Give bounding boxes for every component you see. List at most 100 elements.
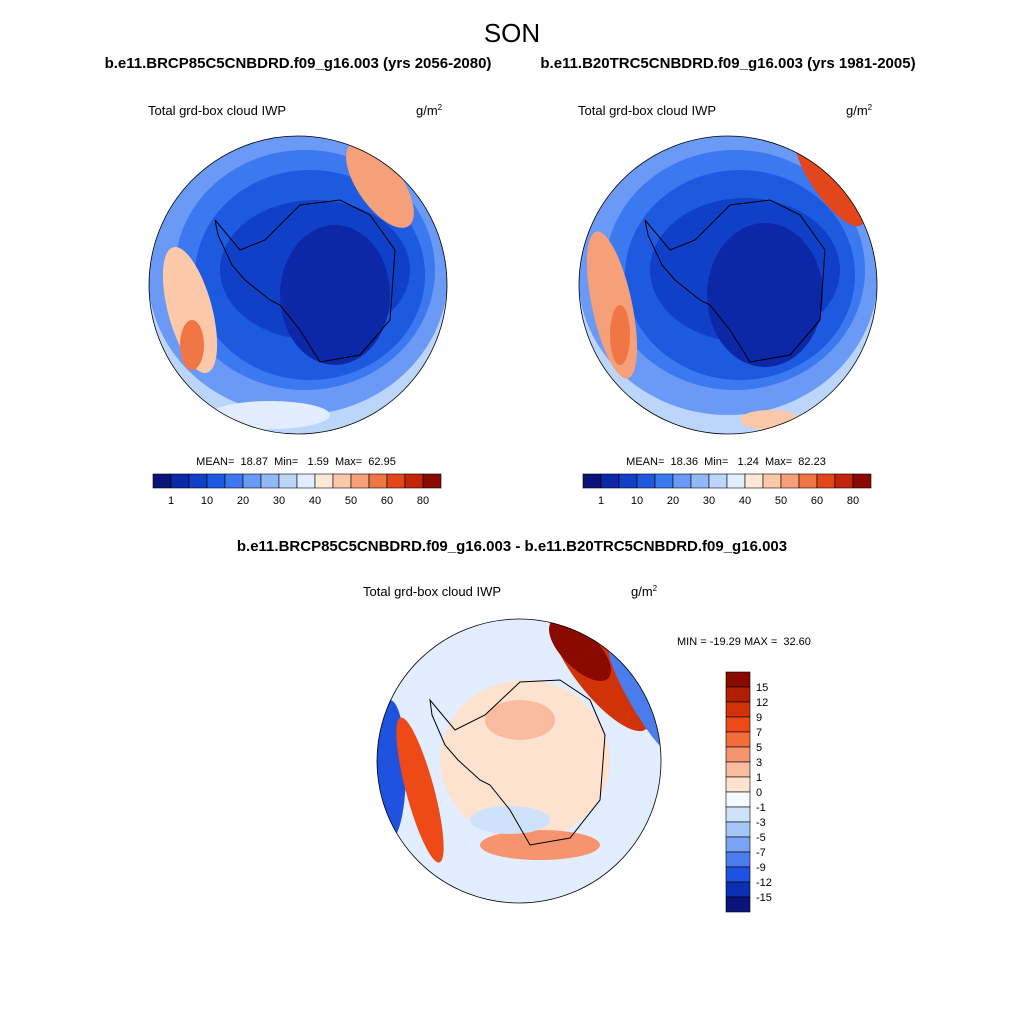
colorbar-box	[708, 473, 728, 489]
colorbar-box	[422, 473, 442, 489]
colorbar-label: -12	[756, 877, 772, 889]
colorbar-label: 50	[775, 495, 787, 507]
variable-label: Total grd-box cloud IWP	[578, 103, 716, 118]
colorbar-label: 15	[756, 682, 768, 694]
units-label: g/m2	[846, 103, 873, 118]
colorbar-box	[726, 473, 746, 489]
units-base: g/m	[846, 103, 868, 118]
colorbar-label: 40	[309, 495, 321, 507]
colorbar-box	[368, 473, 388, 489]
colorbar-box	[725, 791, 751, 808]
colorbar-label: 40	[739, 495, 751, 507]
colorbar-box	[725, 821, 751, 838]
colorbar-box	[798, 473, 818, 489]
units-exponent: 2	[868, 103, 873, 112]
units-base: g/m	[631, 584, 653, 599]
panel-subtitle: b.e11.BRCP85C5CNBDRD.f09_g16.003 - b.e11…	[237, 538, 787, 555]
colorbar-box	[618, 473, 638, 489]
colorbar-box	[224, 473, 244, 489]
colorbar-label: -1	[756, 802, 766, 814]
colorbar-label: 10	[201, 495, 213, 507]
colorbar-box	[206, 473, 226, 489]
colorbar-box	[260, 473, 280, 489]
colorbar-label: -15	[756, 892, 772, 904]
colorbar-box	[725, 671, 751, 688]
colorbar-box	[834, 473, 854, 489]
colorbar-label: 20	[237, 495, 249, 507]
colorbar-box	[636, 473, 656, 489]
colorbar-label: 50	[345, 495, 357, 507]
colorbar-box	[314, 473, 334, 489]
variable-label: Total grd-box cloud IWP	[148, 103, 286, 118]
colorbar-label: 3	[756, 757, 762, 769]
colorbar-label: 60	[811, 495, 823, 507]
colorbar-box	[725, 716, 751, 733]
colorbar-box	[725, 701, 751, 718]
colorbar-label: 1	[756, 772, 762, 784]
colorbar-label: 0	[756, 787, 762, 799]
colorbar-box	[744, 473, 764, 489]
colorbar-label: 1	[168, 495, 174, 507]
colorbar-label: 10	[631, 495, 643, 507]
colorbar-box	[188, 473, 208, 489]
units-label: g/m2	[416, 103, 443, 118]
colorbar-box	[296, 473, 316, 489]
colorbar-box	[725, 686, 751, 703]
colorbar-label: 5	[756, 742, 762, 754]
colorbar-box	[152, 473, 172, 489]
stats-label: MEAN= 18.36 Min= 1.24 Max= 82.23	[626, 456, 826, 468]
colorbar-label: -7	[756, 847, 766, 859]
colorbar-box	[672, 473, 692, 489]
colorbar-box	[852, 473, 872, 489]
colorbar-label: 1	[598, 495, 604, 507]
colorbar-box	[582, 473, 602, 489]
stats-label: MEAN= 18.87 Min= 1.59 Max= 62.95	[196, 456, 396, 468]
colorbar-box	[242, 473, 262, 489]
colorbar-label: -5	[756, 832, 766, 844]
colorbar-label: 9	[756, 712, 762, 724]
colorbar-box	[278, 473, 298, 489]
colorbar-label: 20	[667, 495, 679, 507]
colorbar-box	[762, 473, 782, 489]
colorbar-box	[780, 473, 800, 489]
colorbar-box	[725, 731, 751, 748]
colorbar-box	[690, 473, 710, 489]
colorbar-box	[725, 851, 751, 868]
colorbar-box	[386, 473, 406, 489]
units-label: g/m2	[631, 584, 658, 599]
colorbar-box	[600, 473, 620, 489]
colorbar-box	[170, 473, 190, 489]
colorbar-label: 7	[756, 727, 762, 739]
panel-subtitle: b.e11.B20TRC5CNBDRD.f09_g16.003 (yrs 198…	[540, 55, 915, 72]
stats-label: MIN = -19.29 MAX = 32.60	[677, 636, 811, 648]
colorbar-label: 80	[847, 495, 859, 507]
variable-label: Total grd-box cloud IWP	[363, 584, 501, 599]
map	[149, 136, 447, 434]
colorbar-box	[725, 836, 751, 853]
map	[579, 136, 877, 434]
colorbar-box	[725, 776, 751, 793]
colorbar-box	[725, 806, 751, 823]
colorbar-label: -3	[756, 817, 766, 829]
colorbar-box	[725, 746, 751, 763]
colorbar-label: 80	[417, 495, 429, 507]
colorbar-box	[725, 866, 751, 883]
units-exponent: 2	[653, 584, 658, 593]
units-exponent: 2	[438, 103, 443, 112]
panel-subtitle: b.e11.BRCP85C5CNBDRD.f09_g16.003 (yrs 20…	[105, 55, 492, 72]
colorbar-box	[404, 473, 424, 489]
colorbar-box	[725, 881, 751, 898]
colorbar-label: 60	[381, 495, 393, 507]
colorbar-box	[816, 473, 836, 489]
colorbar-box	[725, 761, 751, 778]
colorbar-label: -9	[756, 862, 766, 874]
colorbar-box	[654, 473, 674, 489]
map	[377, 619, 661, 903]
colorbar-label: 30	[273, 495, 285, 507]
units-base: g/m	[416, 103, 438, 118]
figure-title: SON	[484, 18, 540, 48]
colorbar-box	[725, 896, 751, 913]
colorbar-box	[350, 473, 370, 489]
colorbar-label: 12	[756, 697, 768, 709]
